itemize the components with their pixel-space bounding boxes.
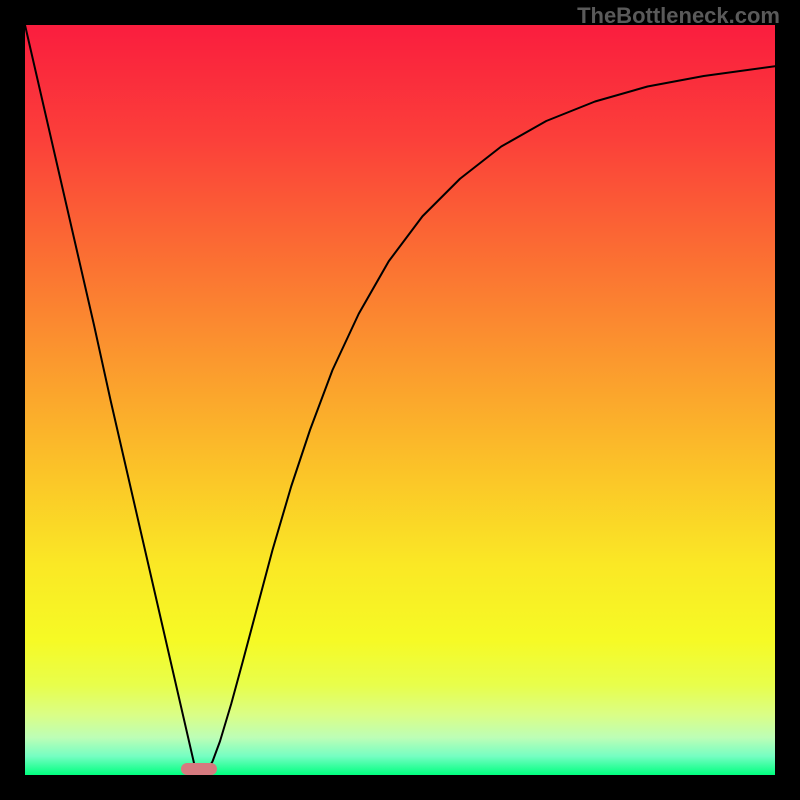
watermark-text: TheBottleneck.com [577,3,780,29]
optimal-marker [181,763,217,775]
chart-frame: TheBottleneck.com [0,0,800,800]
bottleneck-curve [25,25,775,775]
plot-area [25,25,775,775]
